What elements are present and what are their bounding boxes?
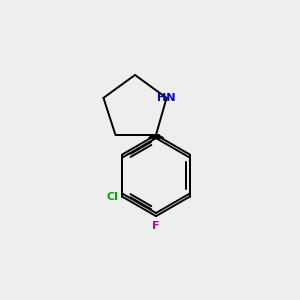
Text: Cl: Cl <box>107 192 118 202</box>
Text: F: F <box>152 220 160 231</box>
Text: HN: HN <box>157 93 176 103</box>
